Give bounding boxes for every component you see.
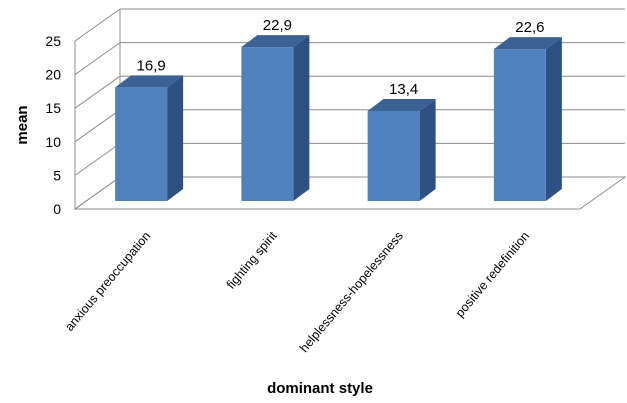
bar-front — [367, 110, 420, 201]
y-axis-ticks: 0 5 10 15 20 25 — [45, 33, 61, 217]
gridline-diagonal — [74, 109, 121, 143]
x-tick-label: positive redefinition — [453, 229, 533, 320]
y-axis-title: mean — [14, 105, 31, 144]
x-axis-categories: anxious preoccupation fighting spirit help… — [62, 229, 532, 356]
bar-top — [367, 98, 436, 111]
bar-front — [115, 87, 168, 201]
bar — [367, 98, 436, 201]
bar — [493, 37, 562, 202]
data-label: 13,4 — [389, 81, 418, 98]
bar-side — [167, 75, 184, 201]
gridline-diagonal — [74, 8, 121, 42]
gridline-diagonal — [74, 42, 121, 76]
data-label: 16,9 — [137, 57, 166, 74]
x-tick-label: fighting spirit — [224, 229, 280, 292]
y-tick-label: 0 — [53, 201, 61, 217]
x-axis-title: dominant style — [267, 380, 373, 397]
y-tick-label: 10 — [45, 134, 61, 150]
bar-side — [545, 37, 562, 202]
gridline-diagonal — [74, 142, 121, 176]
bar — [115, 75, 184, 201]
bar-top — [493, 37, 562, 50]
bar — [241, 35, 310, 201]
data-label: 22,6 — [515, 19, 544, 36]
data-labels: 16,9 22,9 13,4 22,6 — [137, 17, 545, 98]
gridline-diagonal — [74, 75, 121, 109]
y-tick-label: 20 — [45, 67, 61, 83]
bars — [115, 35, 562, 202]
data-label: 22,9 — [263, 17, 292, 34]
y-tick-label: 5 — [53, 167, 61, 183]
x-tick-label: helplessness-hopelessness — [297, 229, 406, 355]
x-tick-label: anxious preoccupation — [62, 229, 153, 334]
y-tick-label: 15 — [45, 100, 61, 116]
chart-floor — [73, 176, 627, 210]
bar-front — [241, 47, 294, 201]
bar-side — [419, 98, 436, 201]
y-tick-label: 25 — [45, 33, 61, 49]
bar-side — [293, 35, 310, 201]
bar-top — [241, 35, 310, 48]
bar-top — [115, 75, 184, 88]
bar-front — [493, 49, 546, 202]
